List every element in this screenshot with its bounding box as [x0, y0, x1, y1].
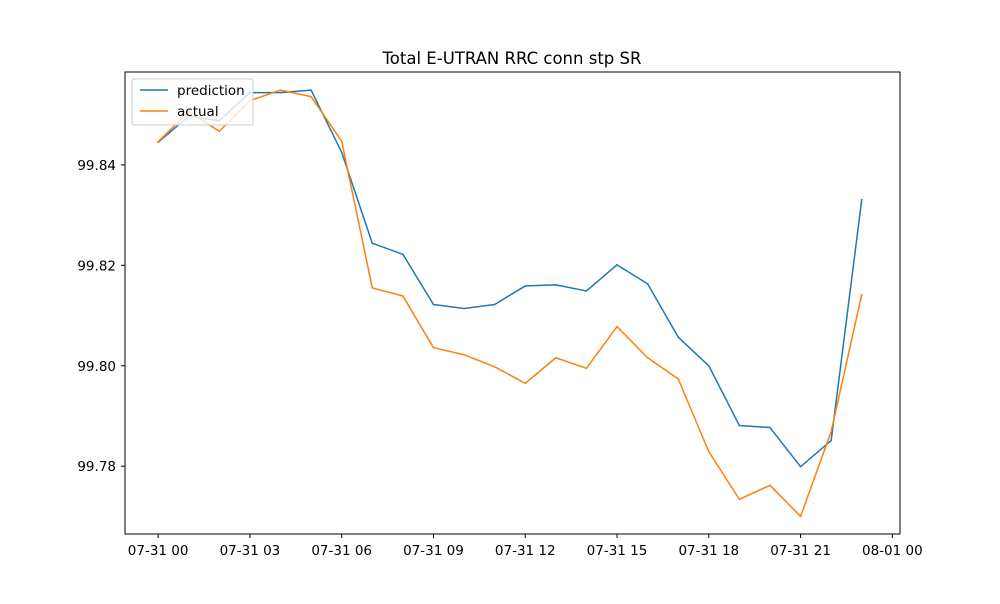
data-point-prediction	[279, 91, 282, 94]
x-tick-label: 07-31 06	[311, 543, 372, 559]
series-line-prediction	[157, 89, 863, 468]
data-point-actual	[524, 382, 527, 385]
x-tick-label: 07-31 00	[128, 543, 189, 559]
y-tick-label: 99.80	[77, 359, 116, 375]
data-point-prediction	[646, 283, 649, 285]
data-point-actual	[555, 356, 557, 359]
data-point-prediction	[432, 303, 435, 306]
data-point-actual	[799, 515, 802, 518]
data-point-prediction	[310, 89, 312, 91]
legend: prediction actual	[131, 78, 254, 126]
data-point-actual	[493, 365, 496, 368]
data-point-actual	[616, 325, 618, 328]
data-point-prediction	[708, 364, 710, 367]
data-point-prediction	[769, 426, 771, 429]
data-point-prediction	[585, 290, 588, 292]
y-axis: 99.78 99.80 99.82 99.84	[77, 158, 125, 475]
data-point-actual	[310, 95, 312, 98]
x-tick-label: 07-31 12	[495, 543, 556, 559]
legend-label-actual: actual	[177, 104, 219, 120]
y-tick-label: 99.84	[77, 158, 116, 174]
x-tick-label: 07-31 21	[770, 543, 831, 559]
data-point-actual	[738, 498, 741, 501]
data-point-prediction	[463, 307, 465, 310]
x-tick-label: 08-01 00	[862, 543, 923, 559]
data-point-actual	[402, 295, 404, 297]
y-tick-label: 99.78	[77, 459, 116, 475]
data-point-actual	[585, 367, 588, 370]
data-point-actual	[708, 450, 710, 453]
data-point-prediction	[830, 439, 832, 442]
data-point-actual	[157, 141, 159, 143]
data-point-prediction	[402, 253, 404, 256]
data-point-prediction	[371, 242, 374, 245]
data-point-prediction	[799, 465, 802, 468]
data-point-actual	[371, 287, 374, 289]
data-point-actual	[218, 130, 221, 133]
x-tick-label: 07-31 09	[403, 543, 464, 559]
y-tick-label: 99.82	[77, 258, 116, 274]
data-point-prediction	[860, 198, 863, 201]
data-point-actual	[279, 89, 282, 91]
data-point-actual	[830, 430, 832, 433]
data-point-prediction	[340, 151, 343, 154]
x-tick-label: 07-31 03	[220, 543, 281, 559]
x-tick-label: 07-31 15	[587, 543, 648, 559]
chart-title: Total E-UTRAN RRC conn stp SR	[382, 49, 642, 68]
data-point-actual	[860, 293, 863, 296]
data-point-prediction	[524, 285, 527, 287]
data-point-actual	[646, 356, 649, 359]
series-layer	[157, 89, 863, 518]
data-point-actual	[463, 353, 465, 356]
data-point-prediction	[677, 336, 680, 338]
data-point-actual	[432, 346, 435, 349]
data-point-actual	[769, 484, 771, 487]
x-axis: 07-31 00 07-31 03 07-31 06 07-31 09 07-31 12…	[128, 534, 923, 559]
series-line-actual	[157, 89, 863, 518]
data-point-prediction	[493, 303, 496, 306]
data-point-actual	[340, 140, 343, 143]
data-point-actual	[677, 378, 680, 380]
plot-frame	[124, 71, 901, 535]
legend-label-prediction: prediction	[177, 83, 245, 99]
x-tick-label: 07-31 18	[678, 543, 739, 559]
data-point-prediction	[616, 264, 618, 266]
data-point-prediction	[738, 424, 741, 427]
data-point-prediction	[555, 284, 557, 286]
